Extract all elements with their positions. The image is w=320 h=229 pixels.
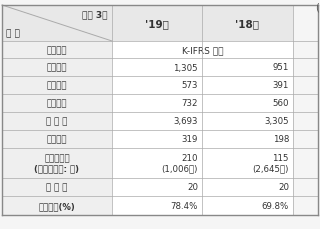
Bar	[112, 131, 202, 148]
Bar	[112, 77, 202, 95]
Text: 69.8%: 69.8%	[262, 201, 289, 210]
Text: 회계기준: 회계기준	[47, 46, 67, 55]
Text: 573: 573	[181, 81, 198, 90]
Bar	[202, 196, 293, 215]
Text: 매 출 액: 매 출 액	[46, 117, 68, 126]
Text: 3,693: 3,693	[173, 117, 198, 126]
Bar	[202, 112, 293, 131]
Text: 부채비율(%): 부채비율(%)	[39, 201, 76, 210]
Bar	[293, 77, 318, 95]
Bar	[202, 178, 293, 196]
Bar	[202, 59, 293, 77]
Text: 배 당 금: 배 당 금	[46, 183, 68, 192]
Bar	[2, 77, 112, 95]
Bar	[2, 178, 112, 196]
Text: 3,305: 3,305	[264, 117, 289, 126]
Bar	[112, 148, 202, 178]
Bar	[293, 112, 318, 131]
Bar	[202, 131, 293, 148]
Text: K-IFRS 별도: K-IFRS 별도	[182, 46, 223, 55]
Bar	[112, 112, 202, 131]
Bar	[202, 148, 293, 178]
Bar	[2, 42, 112, 59]
Bar	[112, 59, 202, 77]
Bar	[2, 196, 112, 215]
Bar	[202, 77, 293, 95]
Text: 732: 732	[181, 99, 198, 108]
Bar	[112, 196, 202, 215]
Text: 영업이익: 영업이익	[47, 135, 67, 144]
Text: 210
(1,006원): 210 (1,006원)	[162, 154, 198, 173]
Text: 20: 20	[187, 183, 198, 192]
Bar	[2, 59, 112, 77]
Text: 198: 198	[273, 135, 289, 144]
Text: 최근 3년: 최근 3년	[83, 10, 108, 19]
Text: 78.4%: 78.4%	[171, 201, 198, 210]
Bar	[112, 95, 202, 112]
Text: 391: 391	[273, 81, 289, 90]
Bar	[293, 178, 318, 196]
Text: 자기자본: 자기자본	[47, 99, 67, 108]
Bar	[293, 59, 318, 77]
Text: 항 목: 항 목	[6, 29, 20, 38]
Bar	[112, 42, 293, 59]
Bar	[293, 131, 318, 148]
Text: '19년: '19년	[145, 19, 169, 29]
Text: 319: 319	[182, 135, 198, 144]
Text: '18년: '18년	[236, 19, 260, 29]
Bar	[2, 131, 112, 148]
Bar	[112, 178, 202, 196]
Text: 당기순이익
(주당순이익: 원): 당기순이익 (주당순이익: 원)	[35, 154, 79, 173]
Bar	[293, 42, 318, 59]
Text: 115
(2,645원): 115 (2,645원)	[252, 154, 289, 173]
Bar	[293, 6, 318, 42]
Bar	[112, 6, 202, 42]
Text: 부채총계: 부채총계	[47, 81, 67, 90]
Text: (: (	[315, 2, 319, 12]
Bar	[293, 148, 318, 178]
Bar	[2, 6, 112, 42]
Bar	[293, 196, 318, 215]
Bar	[2, 148, 112, 178]
Text: 자산총계: 자산총계	[47, 63, 67, 72]
Bar	[2, 112, 112, 131]
Bar	[202, 95, 293, 112]
Bar	[202, 6, 293, 42]
Bar	[293, 95, 318, 112]
Text: 1,305: 1,305	[173, 63, 198, 72]
Text: 20: 20	[278, 183, 289, 192]
Text: 951: 951	[273, 63, 289, 72]
Text: 560: 560	[273, 99, 289, 108]
Bar	[2, 95, 112, 112]
